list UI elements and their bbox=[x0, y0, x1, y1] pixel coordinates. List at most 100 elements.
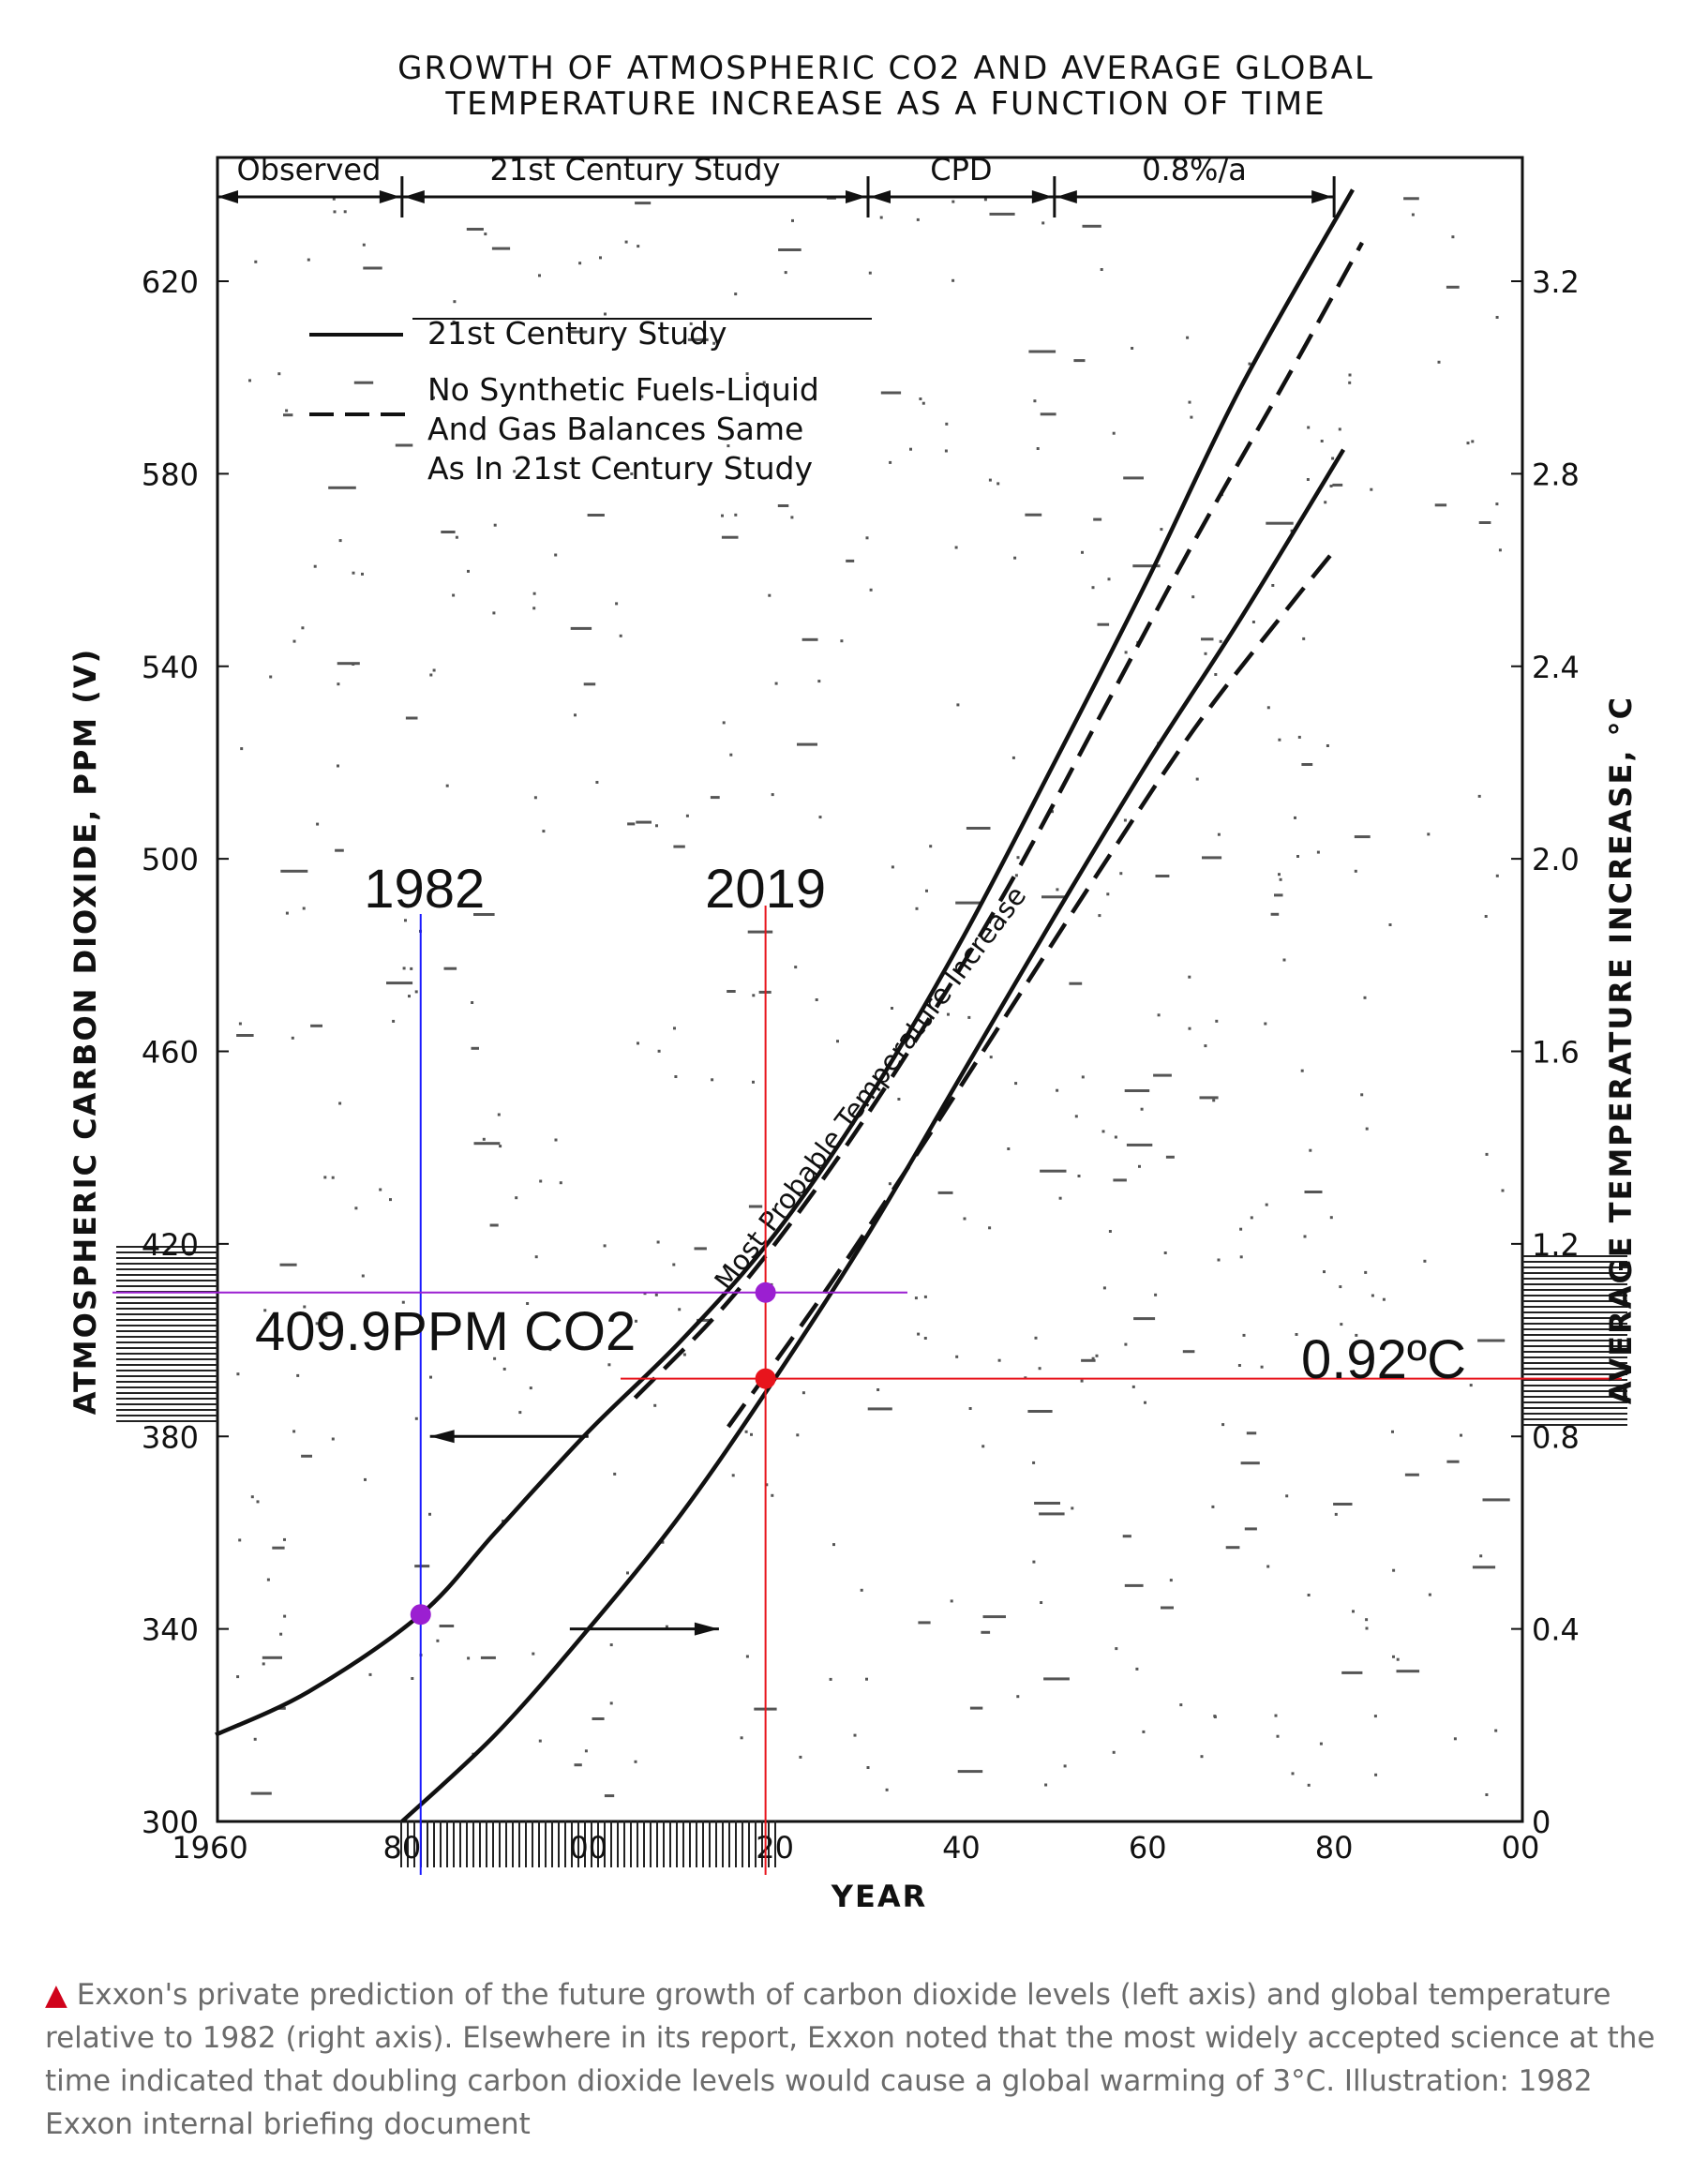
scan-dot bbox=[292, 639, 296, 643]
scan-dot bbox=[672, 1263, 676, 1266]
scan-dot bbox=[1140, 1107, 1144, 1111]
scan-dot bbox=[1434, 503, 1447, 507]
scan-dot bbox=[988, 1226, 992, 1230]
scan-dot bbox=[748, 1205, 763, 1208]
y-right-tick-label: 0.4 bbox=[1532, 1612, 1580, 1648]
scan-dot bbox=[1411, 213, 1415, 217]
scan-dot bbox=[655, 824, 658, 828]
scan-dot bbox=[279, 1263, 297, 1266]
scan-dot bbox=[471, 1001, 474, 1004]
scan-dot bbox=[1355, 1333, 1358, 1337]
phase-arrow-left bbox=[1056, 190, 1077, 203]
scan-dot bbox=[1307, 1594, 1311, 1596]
scan-dot bbox=[1303, 1235, 1307, 1238]
scan-dot bbox=[1477, 1339, 1506, 1342]
phase-arrow-left bbox=[870, 190, 891, 203]
scan-dot bbox=[923, 1295, 927, 1298]
scan-dot bbox=[250, 1495, 254, 1499]
axis-ticks: 1960 80 00 20 40 60 80 00 300 340 380 420 460 500 540 5… bbox=[142, 264, 1580, 1866]
scan-dot bbox=[1182, 1350, 1195, 1354]
scan-dot bbox=[1040, 412, 1056, 416]
phase-label: Observed bbox=[236, 152, 381, 187]
caption-text: Exxon's private prediction of the future… bbox=[45, 1978, 1656, 2141]
scan-dot bbox=[455, 535, 458, 539]
scan-dot bbox=[389, 1198, 392, 1202]
scan-dot bbox=[774, 682, 778, 685]
scan-dot bbox=[515, 1196, 518, 1200]
scan-dot bbox=[1360, 1093, 1364, 1097]
scan-dot bbox=[466, 228, 484, 231]
scan-dot bbox=[603, 1244, 607, 1248]
scan-dot bbox=[1319, 1742, 1323, 1746]
scan-dot bbox=[1204, 652, 1207, 655]
scan-dot bbox=[323, 1176, 327, 1179]
scan-dot bbox=[1250, 1216, 1253, 1220]
scan-dot bbox=[866, 1766, 870, 1769]
scan-dot bbox=[467, 1656, 471, 1660]
scan-dot bbox=[619, 634, 622, 637]
scan-dot bbox=[609, 1701, 613, 1705]
scan-dot bbox=[1214, 673, 1218, 676]
scan-dot bbox=[1098, 914, 1101, 918]
scan-dot bbox=[832, 1543, 835, 1547]
scan-dot bbox=[1032, 1560, 1036, 1564]
scan-dot bbox=[1495, 316, 1499, 319]
scan-dot bbox=[1237, 1364, 1241, 1367]
scan-dot bbox=[1260, 1365, 1264, 1369]
scan-dot bbox=[1081, 550, 1084, 554]
scan-dot bbox=[362, 243, 366, 247]
scan-dot bbox=[410, 967, 413, 970]
scan-dot bbox=[865, 536, 869, 540]
scan-dot bbox=[1133, 1317, 1156, 1321]
scan-dot bbox=[432, 668, 436, 672]
scan-dot bbox=[337, 662, 360, 666]
scan-dot bbox=[1290, 529, 1294, 532]
scan-dot bbox=[1011, 756, 1015, 759]
scan-dot bbox=[502, 1367, 506, 1371]
scan-dot bbox=[790, 516, 794, 519]
scan-dot bbox=[997, 1358, 1001, 1362]
scan-dot bbox=[554, 553, 558, 557]
scan-dot bbox=[542, 830, 546, 833]
scan-dot bbox=[721, 535, 739, 539]
co2-temperature-chart: GROWTH OF ATMOSPHERIC CO2 AND AVERAGE GL… bbox=[67, 50, 1639, 1914]
scan-dot bbox=[1100, 268, 1103, 271]
year-1982-label: 1982 bbox=[364, 859, 485, 920]
scan-dot bbox=[313, 564, 317, 568]
scan-dot bbox=[1025, 513, 1042, 517]
temperature-solid-curve bbox=[400, 448, 1346, 1823]
scan-dot bbox=[1364, 1270, 1368, 1274]
scan-dot bbox=[1341, 1671, 1363, 1674]
scan-dot bbox=[1428, 1593, 1431, 1596]
scan-dot bbox=[1056, 1088, 1059, 1092]
scan-dot bbox=[1112, 431, 1116, 435]
scan-dot bbox=[1073, 359, 1086, 363]
scan-dot bbox=[829, 1677, 832, 1681]
scan-dot bbox=[411, 1677, 414, 1680]
scan-dot bbox=[386, 982, 413, 985]
scan-dot bbox=[1119, 872, 1123, 876]
scan-dot bbox=[1365, 1618, 1369, 1622]
scan-dot bbox=[734, 513, 738, 517]
scan-dot bbox=[1352, 1610, 1355, 1613]
y-left-tick-label: 460 bbox=[142, 1035, 199, 1071]
scan-dot bbox=[673, 1027, 676, 1030]
scan-dot bbox=[285, 911, 289, 915]
scan-dot bbox=[727, 990, 736, 993]
scan-dot bbox=[1266, 706, 1270, 710]
scan-dot bbox=[1124, 1089, 1150, 1092]
scan-dot bbox=[711, 1078, 714, 1082]
scan-dot bbox=[909, 447, 912, 451]
scan-dot bbox=[1340, 1323, 1343, 1326]
co2-409-label: 409.9PPM CO2 bbox=[255, 1301, 636, 1362]
scan-dot bbox=[1270, 912, 1280, 916]
scan-dot bbox=[337, 764, 339, 768]
scan-dot bbox=[1179, 1703, 1183, 1707]
scan-dot bbox=[1374, 1773, 1378, 1776]
scan-dot bbox=[981, 1630, 991, 1634]
scan-dot bbox=[316, 822, 320, 826]
scan-dot bbox=[256, 1500, 260, 1504]
scan-dot bbox=[914, 1296, 918, 1300]
scan-dot bbox=[1039, 1512, 1065, 1516]
scan-dot bbox=[302, 907, 306, 910]
